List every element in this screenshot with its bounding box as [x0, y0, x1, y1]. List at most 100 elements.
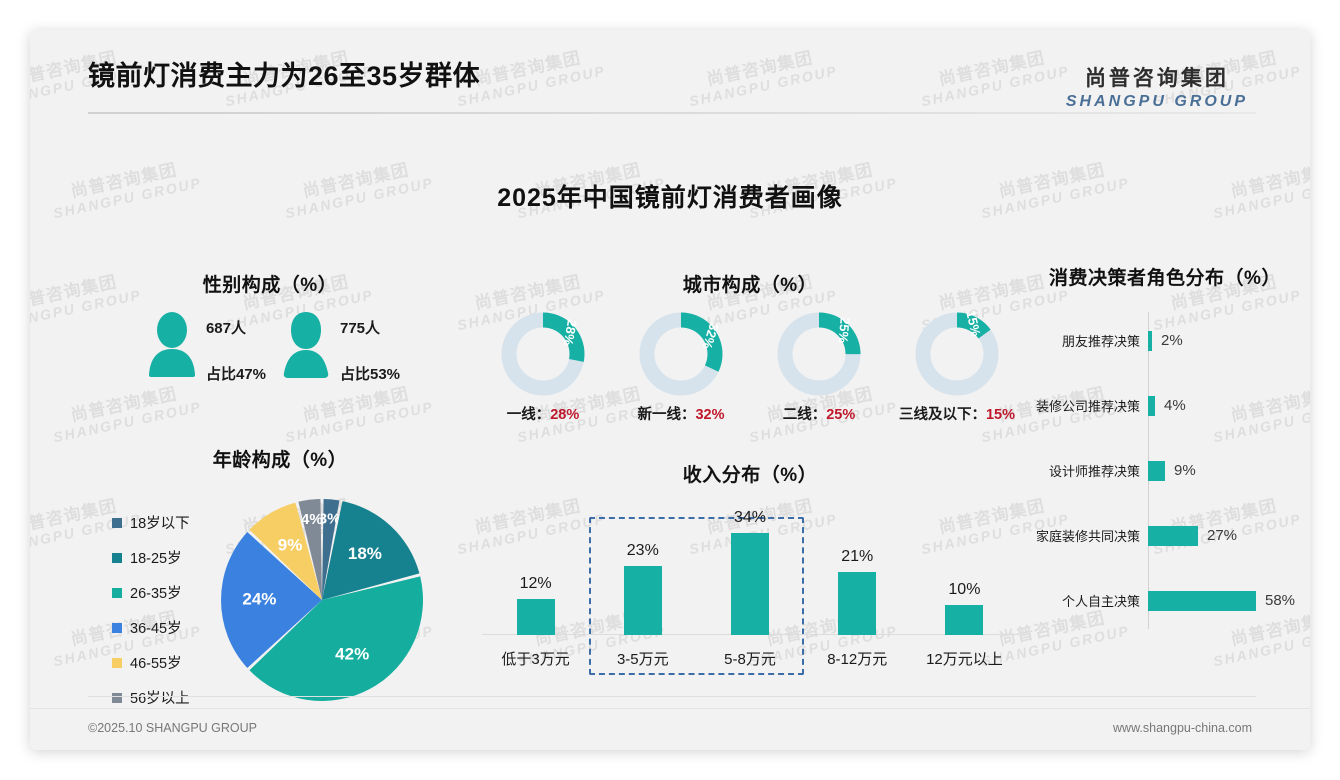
decision-bar-value: 4% [1164, 397, 1186, 414]
slide-header: 镜前灯消费主力为26至35岁群体 尚普咨询集团 SHANGPU GROUP [30, 30, 1310, 118]
decision-bar-value: 58% [1265, 592, 1296, 609]
age-legend-item: 26-35岁 [112, 582, 218, 603]
svg-text:25%: 25% [835, 316, 852, 344]
city-donut-item: 25% 二线：25% [760, 309, 878, 424]
age-pie-label: 24% [242, 589, 276, 608]
decision-category-label: 个人自主决策 [1061, 594, 1140, 609]
svg-text:15%: 15% [963, 309, 984, 338]
income-bar-value: 23% [626, 542, 659, 559]
legend-swatch [112, 517, 122, 528]
income-category-labels: 低于3万元 3-5万元 5-8万元 8-12万元 12万元以上 [482, 648, 1018, 669]
city-donut-value: 25% [826, 407, 856, 423]
female-silhouette-icon [283, 312, 329, 378]
decision-bar [1148, 395, 1155, 416]
age-section-title: 年龄构成（%） [212, 450, 348, 471]
city-donut-caption: 三线及以下：15% [898, 407, 1016, 423]
gender-female-count: 775人 [340, 320, 381, 337]
age-composition-panel: 年龄构成（%） 18岁以下 18-25岁 26-35岁 36-45岁 46-55岁 56岁… [90, 445, 470, 722]
income-category-label: 低于3万元 [501, 651, 570, 668]
city-donut-item: 15% 三线及以下：15% [898, 309, 1016, 424]
decision-category-label: 朋友推荐决策 [1061, 334, 1140, 349]
age-chart-body: 18岁以下 18-25岁 26-35岁 36-45岁 46-55岁 56岁以上 3% 18%… [90, 478, 470, 722]
income-bar-value: 10% [948, 581, 981, 598]
svg-text:28%: 28% [560, 318, 580, 347]
age-pie-chart: 3% 18% 42% 24% 9% 4% [218, 496, 426, 704]
income-bar-value: 34% [733, 509, 767, 526]
income-category-label: 5-8万元 [724, 651, 776, 668]
gender-figures: 687人 占比47% 775人 占比53% [90, 311, 450, 384]
decision-category-label: 家庭装修共同决策 [1035, 529, 1140, 544]
city-donut-item: 32% 新一线：32% [622, 309, 740, 424]
legend-label: 18-25岁 [130, 551, 182, 567]
chart-subtitle: 2025年中国镜前灯消费者画像 [497, 184, 843, 212]
age-pie-label: 4% [301, 511, 323, 528]
decision-bar [1148, 590, 1256, 611]
gender-female-stats: 775人 占比53% [340, 311, 400, 384]
income-bar [731, 533, 769, 635]
decision-bar-value: 9% [1174, 462, 1196, 479]
income-bar [516, 599, 555, 635]
city-donut-caption: 新一线：32% [637, 407, 725, 423]
age-pie-slice [249, 576, 424, 702]
footnote-divider [88, 696, 1256, 697]
legend-label: 56岁以上 [130, 691, 190, 707]
legend-swatch [112, 692, 122, 703]
age-pie-label: 42% [335, 644, 369, 663]
age-pie-label: 3% [319, 511, 341, 528]
city-composition-panel: 城市构成（%） 28% 一线：28% 32% 新一线：32% 25% 二线：25% 15% 三… [470, 270, 1030, 424]
copyright-text: ©2025.10 SHANGPU GROUP [88, 721, 257, 735]
legend-swatch [112, 552, 122, 563]
gender-composition-panel: 性别构成（%） 687人 占比47% 775人 占 [90, 270, 450, 384]
age-pie-slice [298, 499, 322, 600]
decision-bar-value: 2% [1161, 332, 1183, 349]
age-pie-slice [221, 532, 322, 668]
income-category-label: 3-5万元 [616, 651, 669, 668]
age-legend-item: 46-55岁 [112, 652, 218, 673]
gender-item-male: 687人 占比47% [146, 311, 266, 384]
decision-bar-row: 装修公司推荐决策 4% [1036, 373, 1300, 438]
income-bar-column: 34% [696, 495, 803, 635]
decision-category-label: 装修公司推荐决策 [1035, 399, 1140, 414]
city-donut-ring: 28% [495, 309, 591, 399]
age-pie-slice [249, 502, 322, 600]
decision-bar-row: 个人自主决策 58% [1062, 568, 1300, 633]
website-link[interactable]: www.shangpu-china.com [1113, 721, 1252, 735]
income-distribution-panel: 收入分布（%） 12% 23% 34% 21% 10% 低于3万元 3-5万元 5-8万元 8… [470, 460, 1030, 675]
income-bar-column: 10% [911, 495, 1018, 635]
legend-swatch [112, 622, 122, 633]
income-category-label: 8-12万元 [827, 651, 888, 668]
decision-bar-row: 家庭装修共同决策 27% [1036, 503, 1300, 568]
age-pie-label: 18% [348, 544, 382, 563]
decision-bar [1148, 330, 1152, 351]
decision-section-title: 消费决策者角色分布（%） [1049, 268, 1281, 289]
city-donut-ring: 15% [909, 309, 1005, 399]
decision-bar [1148, 525, 1198, 546]
age-pie-slice [322, 499, 340, 600]
age-pie-slice [322, 501, 420, 600]
gender-male-share: 占比47% [205, 366, 266, 383]
income-bar-column: 12% [482, 495, 589, 635]
gender-section-title: 性别构成（%） [202, 275, 338, 296]
decision-bar-rows: 朋友推荐决策 2% 装修公司推荐决策 4% 设计师推荐决策 9% 家庭装修共同决策 27% 个人… [1036, 308, 1300, 633]
income-bar-column: 21% [804, 495, 911, 635]
slide-footer-bar: ©2025.10 SHANGPU GROUP www.shangpu-china… [30, 708, 1310, 750]
city-donut-ring: 25% [771, 309, 867, 399]
age-legend: 18岁以下 18-25岁 26-35岁 36-45岁 46-55岁 56岁以上 [90, 478, 218, 722]
income-bar [838, 572, 877, 635]
income-bar-value: 12% [519, 575, 552, 592]
page-title: 镜前灯消费主力为26至35岁群体 [88, 61, 481, 91]
brand-logo: 尚普咨询集团 SHANGPU GROUP [1066, 62, 1248, 111]
decision-role-panel: 消费决策者角色分布（%） 朋友推荐决策 2% 装修公司推荐决策 4% 设计师推荐决策 9%… [1030, 263, 1300, 633]
income-bar [945, 605, 984, 635]
header-divider [88, 112, 1256, 114]
legend-swatch [112, 657, 122, 668]
legend-label: 18岁以下 [130, 516, 190, 532]
legend-label: 46-55岁 [130, 656, 182, 672]
legend-swatch [112, 587, 122, 598]
infographic-slide: 尚普咨询集团 SHANGPU GROUP 尚普咨询集团 SHANGPU GROUP 尚普… [30, 30, 1310, 750]
city-donut-value: 15% [985, 407, 1016, 423]
income-category-label: 12万元以上 [926, 651, 1003, 668]
city-donut-caption: 二线：25% [782, 407, 856, 423]
